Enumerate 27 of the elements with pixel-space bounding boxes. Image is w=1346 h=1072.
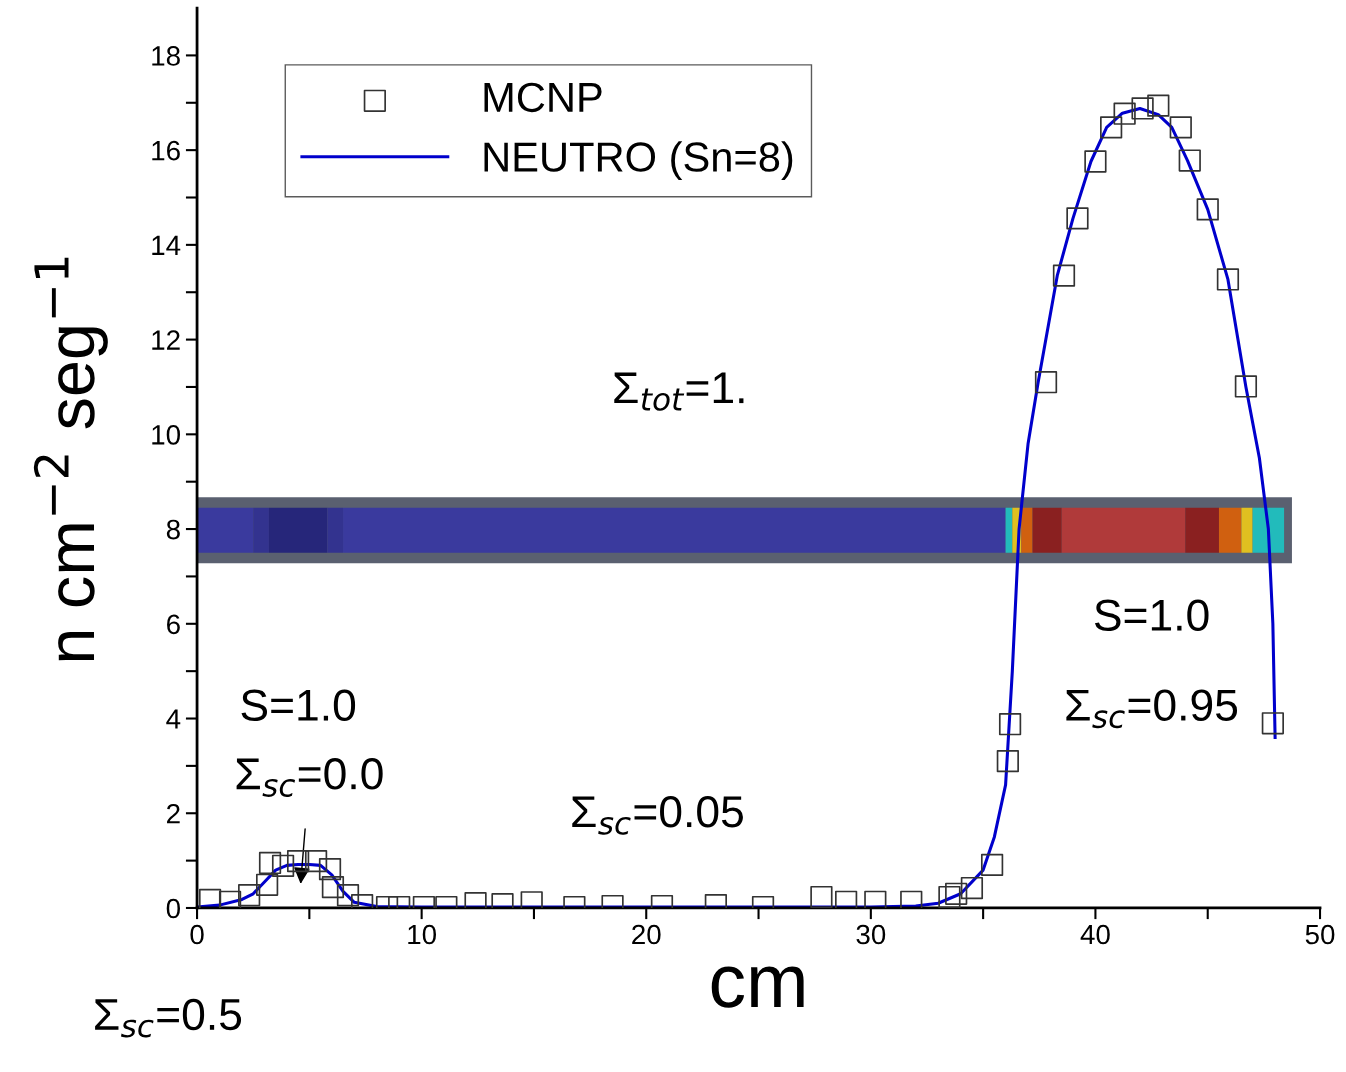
y-tick-label: 6 xyxy=(167,614,180,635)
x-axis-title: cm xyxy=(711,966,804,1008)
legend-label: NEUTRO (Sn=8) xyxy=(484,141,793,181)
y-tick-label: 2 xyxy=(167,803,180,824)
annotation: Σ$_{tot}$=1. xyxy=(614,372,744,411)
text: Σ$_{sc}$=0.5 xyxy=(95,998,242,1038)
annotation: S=1.0 xyxy=(241,689,356,721)
y-tick-label: 12 xyxy=(152,330,180,350)
y-tick-label: 14 xyxy=(152,235,181,255)
annotation: Σ$_{sc}$=0.0 xyxy=(236,758,383,797)
annotation: S=1.0 xyxy=(1094,599,1209,631)
x-tick-label: 30 xyxy=(856,924,886,945)
y-tick-label: 0 xyxy=(166,898,180,919)
y-tick-label: 18 xyxy=(152,46,180,66)
y-axis-title: n cm$^{−2}$ seg$^{−1}$ xyxy=(33,257,108,661)
x-tick-label: 10 xyxy=(408,924,437,945)
y-tick-label: 8 xyxy=(166,519,180,540)
annotation: Σ$_{sc}$=0.95 xyxy=(1066,689,1238,729)
x-tick-label: 0 xyxy=(190,924,204,945)
x-tick-label: 40 xyxy=(1080,924,1110,945)
y-tick-label: 4 xyxy=(166,709,181,729)
annotation: Σ$_{sc}$=0.05 xyxy=(572,796,743,835)
y-tick-label: 16 xyxy=(152,140,180,161)
x-tick-label: 20 xyxy=(632,924,661,945)
x-tick-label: 50 xyxy=(1305,924,1335,945)
legend-label: MCNP xyxy=(484,82,602,113)
y-tick-label: 10 xyxy=(152,425,180,445)
